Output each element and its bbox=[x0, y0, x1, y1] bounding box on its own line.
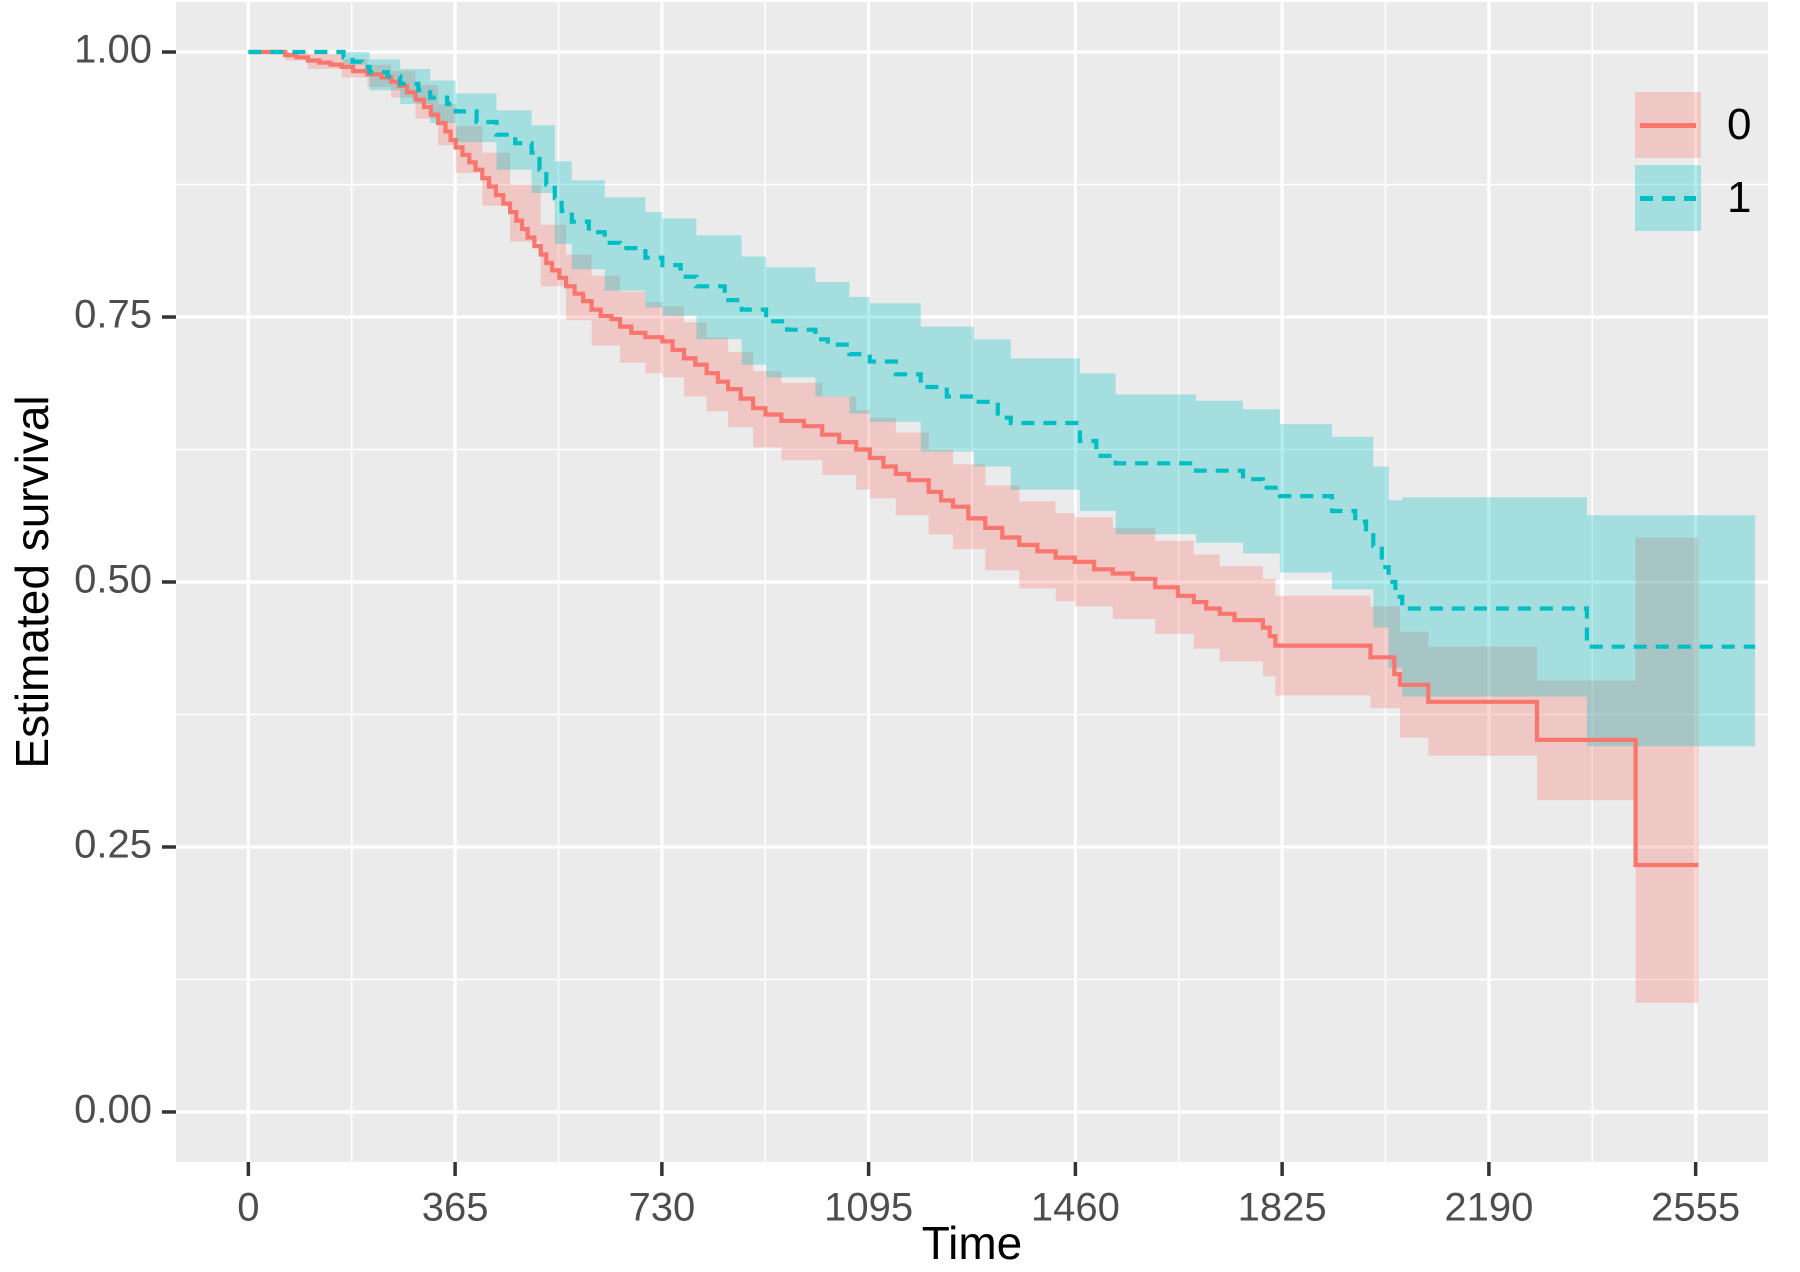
y-tick-label: 0.00 bbox=[74, 1088, 152, 1132]
legend: 0 1 bbox=[1635, 92, 1751, 231]
x-axis: 0 365 730 1095 1460 1825 2190 2555 bbox=[237, 1162, 1740, 1230]
survival-curve-group-1 bbox=[248, 49, 1756, 649]
x-tick-label: 2190 bbox=[1444, 1186, 1533, 1230]
x-axis-title: Time bbox=[921, 1217, 1023, 1269]
survival-curve-group-0 bbox=[248, 49, 1699, 868]
y-tick-label: 0.75 bbox=[74, 293, 152, 337]
legend-label-group-0: 0 bbox=[1727, 100, 1752, 149]
legend-label-group-1: 1 bbox=[1727, 173, 1752, 222]
x-tick-label: 0 bbox=[237, 1186, 259, 1230]
x-tick-label: 2555 bbox=[1651, 1186, 1740, 1230]
major-gridlines bbox=[176, 2, 1768, 1162]
y-tick-label: 1.00 bbox=[74, 28, 152, 72]
solid-line-icon bbox=[1640, 123, 1696, 128]
y-axis-title: Estimated survival bbox=[6, 395, 58, 769]
y-tick-label: 0.50 bbox=[74, 558, 152, 602]
y-tick-label: 0.25 bbox=[74, 823, 152, 867]
dashed-line-icon bbox=[1640, 196, 1696, 201]
ci-band-group-1 bbox=[248, 52, 1756, 747]
ci-band-group-0 bbox=[248, 52, 1699, 1003]
legend-key-solid-line-icon bbox=[1635, 92, 1701, 158]
legend-key-dashed-line-icon bbox=[1635, 165, 1701, 231]
y-axis: 0.00 0.25 0.50 0.75 1.00 bbox=[74, 28, 176, 1132]
x-tick-label: 1095 bbox=[824, 1186, 913, 1230]
x-tick-label: 365 bbox=[422, 1186, 489, 1230]
x-tick-label: 730 bbox=[628, 1186, 695, 1230]
legend-entry-group-1: 1 bbox=[1635, 165, 1751, 231]
x-tick-label: 1460 bbox=[1031, 1186, 1120, 1230]
x-tick-label: 1825 bbox=[1238, 1186, 1327, 1230]
legend-entry-group-0: 0 bbox=[1635, 92, 1751, 158]
